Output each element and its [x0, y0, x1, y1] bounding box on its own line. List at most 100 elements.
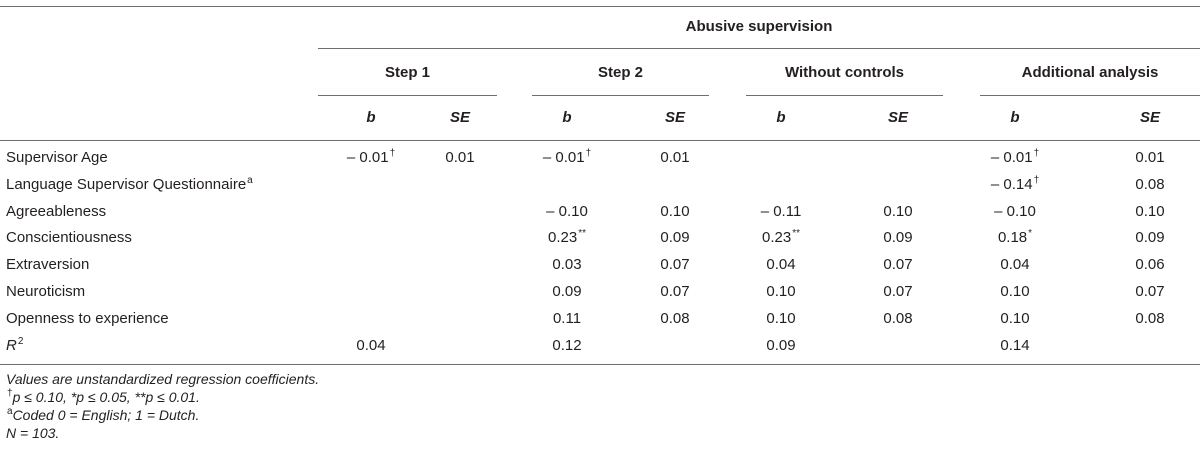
cell-value: – 0.01 [542, 149, 585, 166]
cell-se: 0.01 [420, 149, 500, 167]
cell-se: 0.07 [858, 283, 938, 301]
row-label-text: Extraversion [6, 256, 90, 273]
row-label: Conscientiousness [6, 229, 132, 247]
note-line: aCoded 0 = English; 1 = Dutch. [6, 406, 200, 426]
significance-marker: † [1033, 175, 1040, 186]
cell-value: – 0.01 [990, 149, 1033, 166]
cell-b: 0.10 [741, 283, 821, 301]
significance-marker: † [585, 148, 592, 159]
col-group-without-controls: Without controls [784, 64, 904, 81]
col-group-additional-analysis: Additional analysis [1021, 64, 1159, 81]
cell-value: 0.09 [766, 337, 796, 354]
note-line: Values are unstandardized regression coe… [6, 371, 319, 388]
cell-value: 0.07 [883, 283, 913, 300]
col-se-step1: SE [449, 109, 470, 126]
row-label-superscript: a [247, 175, 253, 186]
col-b-step2: b [562, 109, 572, 126]
cell-se: 0.09 [858, 229, 938, 247]
cell-se: 0.09 [635, 229, 715, 247]
cell-value: 0.10 [766, 283, 796, 300]
cell-b: – 0.10 [975, 203, 1055, 221]
note-text: p ≤ 0.10, *p ≤ 0.05, **p ≤ 0.01. [12, 389, 200, 405]
cell-se: 0.07 [635, 283, 715, 301]
cell-se: 0.06 [1110, 256, 1190, 274]
row-label-text: R [6, 337, 17, 354]
cell-value: 0.08 [883, 310, 913, 327]
cell-b: 0.04 [331, 337, 411, 355]
row-label: Supervisor Age [6, 149, 108, 167]
cell-b: 0.10 [975, 283, 1055, 301]
cell-b: 0.03 [527, 256, 607, 274]
cell-se: 0.07 [1110, 283, 1190, 301]
significance-marker: † [1033, 148, 1040, 159]
cell-value: – 0.10 [994, 203, 1036, 220]
cell-value: 0.07 [660, 256, 690, 273]
cell-b: 0.23** [527, 228, 607, 249]
cell-value: 0.10 [1000, 310, 1030, 327]
note-text: Coded 0 = English; 1 = Dutch. [12, 407, 200, 423]
cell-b: 0.04 [741, 256, 821, 274]
cell-se: 0.07 [635, 256, 715, 274]
cell-se: 0.01 [1110, 149, 1190, 167]
cell-b: 0.09 [741, 337, 821, 355]
cell-b: 0.10 [975, 310, 1055, 328]
row-label-text: Language Supervisor Questionnaire [6, 176, 247, 193]
cell-value: 0.09 [1135, 229, 1165, 246]
cell-value: 0.08 [660, 310, 690, 327]
cell-value: – 0.10 [546, 203, 588, 220]
row-label: Agreeableness [6, 203, 106, 221]
row-label: Openness to experience [6, 310, 169, 328]
cell-value: 0.08 [1135, 310, 1165, 327]
cell-value: 0.10 [883, 203, 913, 220]
cell-value: 0.09 [552, 283, 582, 300]
cell-b: 0.04 [975, 256, 1055, 274]
cell-value: 0.10 [1000, 283, 1030, 300]
cell-value: 0.10 [766, 310, 796, 327]
cell-value: – 0.01 [346, 149, 389, 166]
col-se-step2: SE [664, 109, 685, 126]
cell-se: 0.09 [1110, 229, 1190, 247]
row-label: Extraversion [6, 256, 89, 274]
col-se-without: SE [887, 109, 908, 126]
cell-value: 0.01 [660, 149, 690, 166]
note-line: N = 103. [6, 425, 59, 442]
col-b-additional: b [1010, 109, 1020, 126]
cell-b: 0.09 [527, 283, 607, 301]
col-se-additional: SE [1139, 109, 1160, 126]
cell-b: – 0.11 [741, 203, 821, 221]
note-text: N = 103. [6, 425, 60, 441]
cell-b: – 0.01† [331, 148, 411, 169]
group-underline [318, 48, 1200, 49]
cell-value: 0.04 [1000, 256, 1030, 273]
cell-value: 0.07 [1135, 283, 1165, 300]
cell-se: 0.08 [1110, 176, 1190, 194]
col-b-without: b [776, 109, 786, 126]
cell-se: 0.08 [1110, 310, 1190, 328]
cell-se: 0.07 [858, 256, 938, 274]
significance-marker: * [1028, 228, 1033, 239]
significance-marker: ** [578, 228, 586, 239]
cell-b: 0.14 [975, 337, 1055, 355]
cell-value: 0.01 [1135, 149, 1165, 166]
cell-b: 0.11 [527, 310, 607, 328]
cell-b: – 0.01† [527, 148, 607, 169]
cell-value: 0.09 [660, 229, 690, 246]
cell-value: 0.14 [1000, 337, 1030, 354]
header-bottom-rule [0, 140, 1200, 141]
cell-b: 0.10 [741, 310, 821, 328]
row-label-text: Agreeableness [6, 203, 107, 220]
cell-value: 0.03 [552, 256, 582, 273]
cell-value: 0.18 [997, 229, 1028, 246]
step1-underline [318, 95, 497, 96]
additional-analysis-underline [980, 95, 1200, 96]
row-label-text: Neuroticism [6, 283, 86, 300]
note-line: †p ≤ 0.10, *p ≤ 0.05, **p ≤ 0.01. [6, 388, 200, 408]
cell-b: – 0.10 [527, 203, 607, 221]
col-group-step1: Step 1 [384, 64, 430, 81]
cell-b: – 0.01† [975, 148, 1055, 169]
without-controls-underline [746, 95, 943, 96]
cell-se: 0.10 [858, 203, 938, 221]
cell-b: 0.23** [741, 228, 821, 249]
cell-se: 0.01 [635, 149, 715, 167]
cell-value: 0.08 [1135, 176, 1165, 193]
